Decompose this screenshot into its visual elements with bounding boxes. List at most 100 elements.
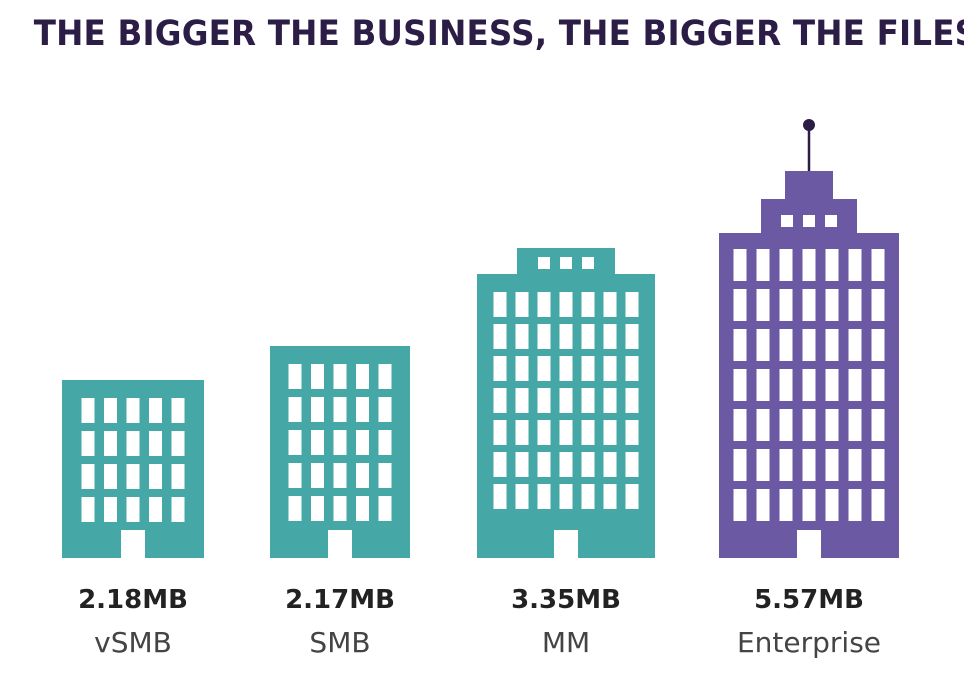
window	[733, 249, 747, 281]
window	[288, 496, 302, 521]
window	[756, 489, 770, 521]
window	[603, 292, 617, 317]
window	[493, 356, 507, 381]
chart-title: THE BIGGER THE BUSINESS, THE BIGGER THE …	[33, 14, 964, 54]
window	[733, 409, 747, 441]
window	[356, 430, 369, 455]
window	[802, 329, 816, 361]
window	[825, 489, 839, 521]
category-label: vSMB	[94, 626, 172, 659]
window	[537, 452, 551, 477]
building-mm	[477, 248, 655, 558]
building-vsmb	[62, 380, 204, 558]
window	[848, 329, 862, 361]
window	[149, 497, 162, 522]
window	[537, 484, 551, 509]
window	[493, 292, 507, 317]
window	[356, 496, 369, 521]
window	[802, 289, 816, 321]
window	[171, 431, 185, 456]
window	[603, 356, 617, 381]
window	[515, 420, 529, 445]
window	[756, 249, 770, 281]
window	[581, 388, 595, 413]
window	[825, 289, 839, 321]
window	[333, 496, 347, 521]
window	[625, 356, 639, 381]
window	[733, 289, 747, 321]
door	[328, 530, 352, 558]
window	[126, 398, 140, 423]
value-label: 2.18MB	[78, 585, 188, 615]
window	[537, 420, 551, 445]
window	[104, 464, 117, 489]
window	[559, 452, 573, 477]
window	[802, 369, 816, 401]
window	[81, 464, 95, 489]
window	[104, 398, 117, 423]
window	[559, 356, 573, 381]
category-label: MM	[542, 626, 590, 659]
window	[356, 397, 369, 422]
window	[848, 249, 862, 281]
window	[871, 329, 885, 361]
window	[802, 409, 816, 441]
window	[559, 388, 573, 413]
window	[559, 420, 573, 445]
window	[603, 484, 617, 509]
antenna-tip	[803, 119, 815, 131]
window	[779, 489, 793, 521]
window	[625, 324, 639, 349]
window	[871, 409, 885, 441]
window	[802, 249, 816, 281]
window	[378, 430, 392, 455]
window	[288, 463, 302, 488]
window	[104, 431, 117, 456]
window	[356, 364, 369, 389]
tier-window	[825, 215, 837, 227]
building-enterprise	[719, 119, 899, 558]
window	[493, 324, 507, 349]
window	[779, 369, 793, 401]
window	[493, 420, 507, 445]
window	[756, 409, 770, 441]
window	[733, 449, 747, 481]
window	[378, 463, 392, 488]
window	[733, 329, 747, 361]
window	[171, 464, 185, 489]
window	[515, 324, 529, 349]
window	[825, 329, 839, 361]
window	[625, 452, 639, 477]
tier-window	[538, 257, 550, 269]
window	[871, 449, 885, 481]
window	[871, 369, 885, 401]
window	[848, 489, 862, 521]
window	[126, 431, 140, 456]
window	[559, 292, 573, 317]
window	[625, 420, 639, 445]
window	[779, 449, 793, 481]
window	[559, 484, 573, 509]
window	[779, 289, 793, 321]
window	[126, 497, 140, 522]
window	[288, 397, 302, 422]
window	[288, 430, 302, 455]
window	[493, 484, 507, 509]
window	[515, 292, 529, 317]
tier-window	[560, 257, 572, 269]
window	[825, 369, 839, 401]
window	[356, 463, 369, 488]
window	[779, 329, 793, 361]
window	[848, 289, 862, 321]
window	[603, 420, 617, 445]
value-label: 3.35MB	[511, 585, 621, 615]
window	[733, 369, 747, 401]
window	[126, 464, 140, 489]
window	[871, 249, 885, 281]
window	[311, 463, 324, 488]
window	[171, 497, 185, 522]
window	[848, 409, 862, 441]
door	[121, 530, 145, 558]
window	[756, 369, 770, 401]
